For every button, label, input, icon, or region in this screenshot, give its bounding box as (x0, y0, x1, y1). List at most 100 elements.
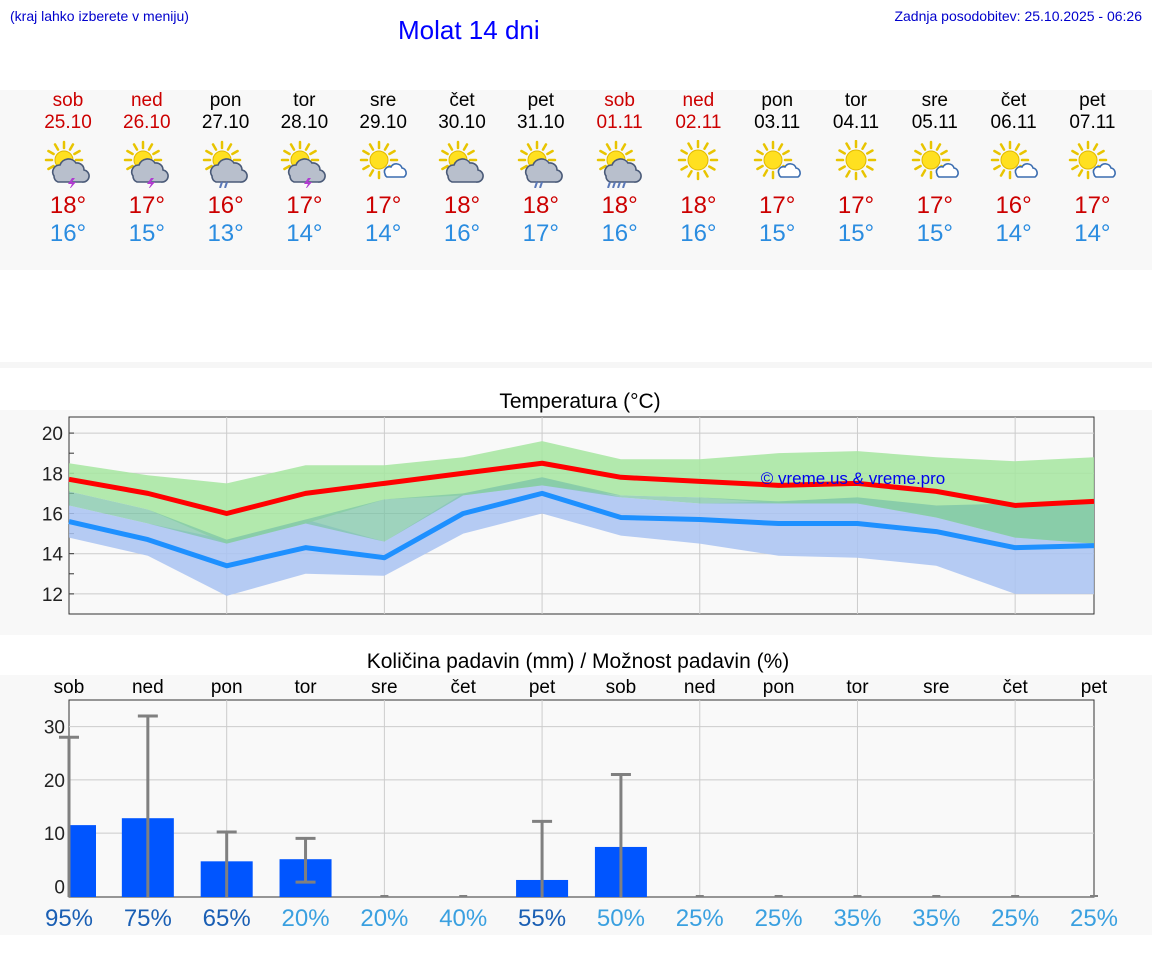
location-hint: (kraj lahko izberete v meniju) (10, 8, 189, 24)
sun-cloud-storm-icon (281, 140, 327, 188)
day-date: 29.10 (359, 112, 407, 133)
day-column: pon 03.11 17° 15° (737, 90, 817, 248)
day-name: ned (682, 90, 715, 111)
max-temp: 16° (207, 192, 244, 219)
max-temp: 17° (837, 192, 875, 219)
precipitation-probability: 35% (912, 905, 960, 932)
precipitation-probability: 40% (439, 905, 487, 932)
day-column: tor 04.11 17° 15° (816, 90, 896, 248)
precipitation-probability: 95% (45, 905, 93, 932)
precipitation-probability: 20% (282, 905, 330, 932)
page-title: Molat 14 dni (398, 15, 540, 45)
day-name: pet (527, 90, 554, 111)
day-name: sre (921, 90, 948, 111)
max-temp: 18° (601, 192, 638, 219)
precipitation-probability: 65% (203, 905, 251, 932)
precipitation-probability: 55% (518, 905, 566, 932)
day-column: čet 06.11 16° 14° (974, 90, 1054, 248)
precipitation-day-label: tor (294, 677, 317, 698)
sun-icon (678, 140, 719, 181)
temperature-tick-label: 14 (42, 545, 64, 566)
sun-cloud-rain-icon (202, 140, 248, 188)
precipitation-tick-label: 20 (44, 771, 65, 792)
day-name: sre (369, 90, 397, 111)
day-name: sob (604, 90, 635, 111)
min-temp: 17° (522, 220, 559, 247)
precipitation-day-label: sre (923, 677, 949, 698)
min-temp: 13° (207, 220, 244, 247)
day-column: sre 29.10 17° 14° (343, 90, 423, 248)
day-date: 04.11 (832, 112, 880, 133)
day-date: 28.10 (280, 112, 329, 133)
forecast-strip: sob 25.10 18° 16° ned 26.10 17° 15° pon 27.10 16° 1… (0, 90, 1152, 270)
max-temp: 17° (1074, 192, 1111, 219)
day-column: sob 25.10 18° 16° (28, 90, 108, 248)
precipitation-day-label: pet (1081, 677, 1108, 698)
max-temp-line (68, 460, 1095, 516)
min-temp: 16° (49, 220, 87, 247)
sun-small-cloud-icon (1069, 140, 1117, 180)
min-temp-band (69, 477, 1094, 596)
day-name: pon (761, 90, 794, 111)
min-temp: 15° (128, 220, 165, 247)
temperature-chart-title: Temperatura (°C) (499, 390, 660, 413)
precipitation-tick-label: 10 (44, 824, 65, 845)
precipitation-day-label: sre (371, 677, 397, 698)
sun-cloud-icon (438, 140, 484, 183)
max-temp: 18° (49, 192, 87, 219)
last-updated: Zadnja posodobitev: 25.10.2025 - 06:26 (894, 8, 1142, 24)
max-temp: 17° (365, 192, 402, 219)
day-date: 06.11 (990, 112, 1037, 133)
day-column: tor 28.10 17° 14° (264, 90, 344, 248)
min-temp: 15° (916, 220, 953, 247)
precipitation-probability: 25% (676, 905, 724, 932)
day-date: 07.11 (1069, 112, 1116, 133)
precipitation-probability: 35% (833, 905, 881, 932)
max-temp: 17° (286, 192, 323, 219)
sun-small-cloud-icon (990, 140, 1038, 180)
min-temp: 14° (1074, 220, 1111, 247)
max-temp: 16° (995, 192, 1032, 219)
day-date: 05.11 (911, 112, 958, 133)
temperature-tick-label: 12 (42, 585, 63, 606)
day-column: ned 02.11 18° 16° (658, 90, 738, 248)
day-name: ned (130, 90, 163, 111)
precipitation-probability: 25% (1070, 905, 1118, 932)
sun-small-cloud-icon (359, 140, 408, 180)
min-temp: 14° (286, 220, 323, 247)
precipitation-probability: 25% (991, 905, 1039, 932)
day-column: sre 05.11 17° 15° (895, 90, 975, 248)
day-date: 30.10 (438, 112, 486, 133)
watermark: © vreme.us & vreme.pro (761, 469, 945, 488)
day-date: 26.10 (123, 112, 171, 133)
precipitation-probability: 25% (755, 905, 803, 932)
sun-icon (835, 140, 877, 181)
max-temp: 17° (916, 192, 953, 219)
day-date: 02.11 (675, 112, 722, 133)
precipitation-tick-label: 30 (44, 718, 65, 739)
precipitation-day-label: pon (211, 677, 243, 698)
precipitation-day-label: sob (54, 677, 85, 698)
min-temp: 14° (365, 220, 402, 247)
min-temp: 14° (995, 220, 1032, 247)
day-name: tor (844, 90, 868, 111)
precipitation-day-label: tor (846, 677, 869, 698)
day-date: 01.11 (596, 112, 643, 133)
day-name: tor (293, 90, 316, 111)
sun-cloud-rain-icon (517, 140, 563, 188)
day-date: 03.11 (754, 112, 801, 133)
precipitation-day-label: sob (606, 677, 637, 698)
day-name: sob (52, 90, 84, 111)
precipitation-day-label: ned (132, 677, 164, 698)
min-temp-line (68, 490, 1095, 569)
day-date: 31.10 (517, 112, 565, 133)
min-temp: 16° (601, 220, 638, 247)
precipitation-tick-label: 0 (54, 877, 65, 898)
max-temp: 18° (443, 192, 481, 219)
temperature-tick-label: 20 (42, 424, 63, 445)
precipitation-day-label: ned (684, 677, 716, 698)
min-temp: 16° (443, 220, 481, 247)
precipitation-day-label: pet (529, 677, 556, 698)
sun-cloud-storm-icon (123, 140, 169, 188)
temperature-tick-label: 16 (42, 504, 63, 525)
